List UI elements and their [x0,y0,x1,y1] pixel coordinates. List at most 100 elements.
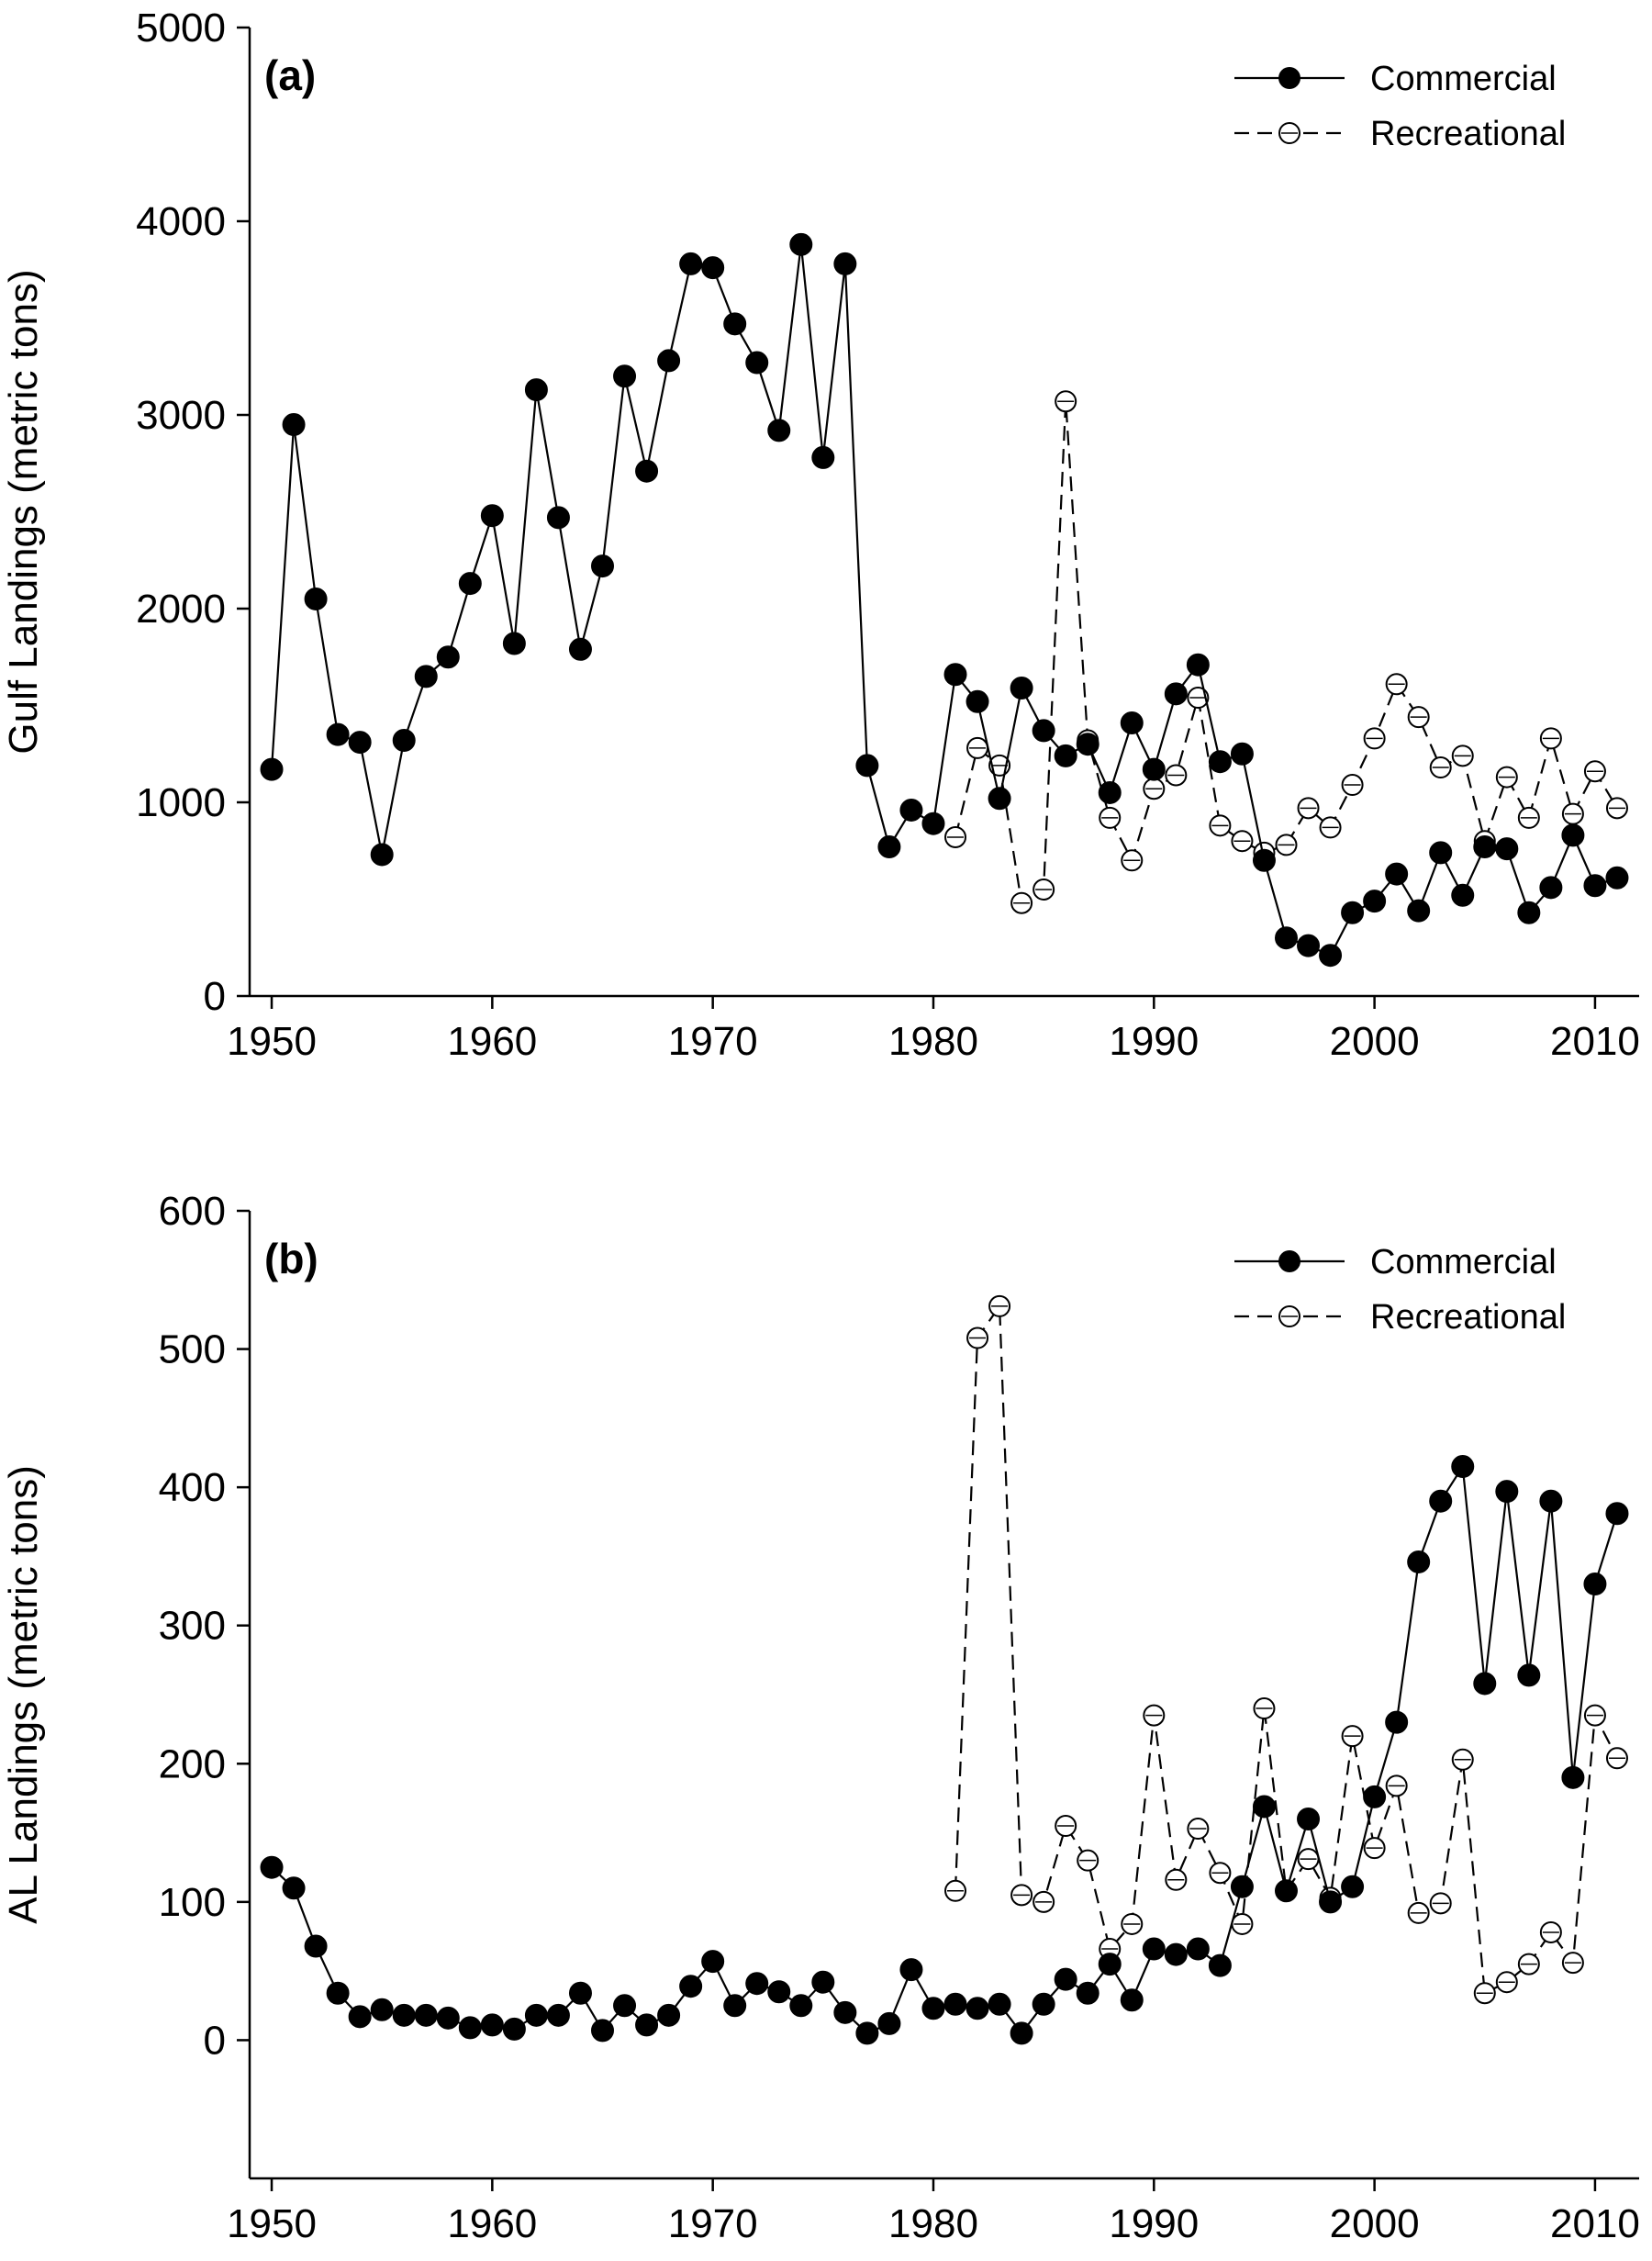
commercial-point [392,2003,416,2027]
commercial-point [524,378,548,402]
legend-label: Commercial [1370,60,1557,98]
y-tick-label: 2000 [136,587,226,632]
x-tick-label: 1950 [227,2201,317,2246]
commercial-point [921,811,945,835]
commercial-point [1032,719,1055,743]
commercial-point [789,232,813,256]
commercial-point [1010,677,1033,700]
commercial-point [679,252,703,275]
commercial-point [370,1998,394,2021]
commercial-point [480,504,504,528]
commercial-point [701,1950,725,1974]
commercial-point [1120,1988,1144,2012]
commercial-point [1385,862,1409,886]
series-recreational [944,390,1628,914]
x-tick-label: 1970 [668,1019,758,1064]
y-tick-label: 600 [159,1189,226,1234]
commercial-point [635,2013,659,2037]
commercial-point [370,843,394,867]
commercial-point [1341,1875,1365,1898]
commercial-point [833,2000,857,2024]
commercial-point [988,1992,1011,2016]
commercial-point [723,1994,747,2018]
commercial-point [502,2017,526,2041]
commercial-point [1583,1573,1607,1596]
commercial-point [1473,1672,1497,1696]
x-tick-label: 1960 [447,2201,537,2246]
commercial-point [1054,1967,1077,1991]
commercial-point [1429,841,1453,865]
commercial-point [568,1981,592,2005]
legend-item-commercial: Commercial [1234,1243,1557,1282]
commercial-point [414,665,438,688]
commercial-point [811,1970,835,1994]
commercial-point [943,1992,967,2016]
commercial-point [1407,1550,1431,1573]
commercial-point [1164,682,1188,706]
commercial-point [855,754,879,778]
x-tick-label: 1970 [668,2201,758,2246]
series-commercial [260,232,1629,968]
commercial-point [568,637,592,661]
y-tick-label: 100 [159,1880,226,1925]
commercial-point [1297,1808,1321,1831]
commercial-point [1076,733,1099,756]
commercial-point [701,256,725,280]
x-tick-label: 2010 [1550,1019,1640,1064]
commercial-point [1098,1953,1122,1976]
commercial-point [1164,1942,1188,1966]
commercial-point [679,1975,703,1998]
commercial-point [1120,711,1144,734]
commercial-point [304,1934,328,1958]
commercial-point [1495,837,1519,861]
commercial-point [304,587,328,610]
commercial-point [260,757,284,781]
commercial-point [1605,866,1629,890]
commercial-point [1451,1455,1475,1479]
commercial-point [480,2013,504,2037]
commercial-point [1583,874,1607,898]
commercial-point [899,1958,923,1982]
x-tick-label: 1960 [447,1019,537,1064]
commercial-point [1363,1785,1387,1808]
commercial-point [260,1855,284,1879]
commercial-point [1363,890,1387,913]
x-tick-label: 1990 [1109,1019,1199,1064]
commercial-point [921,1997,945,2020]
commercial-point [1539,1489,1563,1513]
commercial-point [877,2011,901,2035]
commercial-point [591,554,615,578]
commercial-point [1605,1502,1629,1526]
y-tick-label: 0 [204,974,226,1019]
commercial-point [657,2003,681,2027]
commercial-point [1252,848,1276,872]
x-tick-label: 2000 [1330,1019,1420,1064]
commercial-point [1407,899,1431,923]
commercial-point [833,252,857,275]
commercial-point [1495,1480,1519,1504]
commercial-point [524,2003,548,2027]
commercial-point [1142,1937,1166,1961]
commercial-point [436,645,460,669]
commercial-point [1076,1981,1099,2005]
x-tick-label: 2000 [1330,2201,1420,2246]
commercial-point [1319,944,1343,968]
commercial-point [1473,835,1497,859]
commercial-point [591,2019,615,2043]
commercial-point [613,364,637,388]
commercial-point [546,506,570,530]
commercial-point [723,312,747,336]
commercial-point [348,2005,372,2029]
commercial-point [1098,780,1122,804]
commercial-point [1274,1879,1298,1903]
commercial-point [1230,1875,1254,1898]
commercial-point [811,445,835,469]
y-tick-label: 4000 [136,199,226,244]
commercial-point [1319,1890,1343,1914]
commercial-point [988,787,1011,811]
commercial-point [1451,883,1475,907]
commercial-point [855,2021,879,2045]
commercial-point [282,413,306,437]
commercial-point [767,419,791,442]
commercial-point [1341,901,1365,924]
